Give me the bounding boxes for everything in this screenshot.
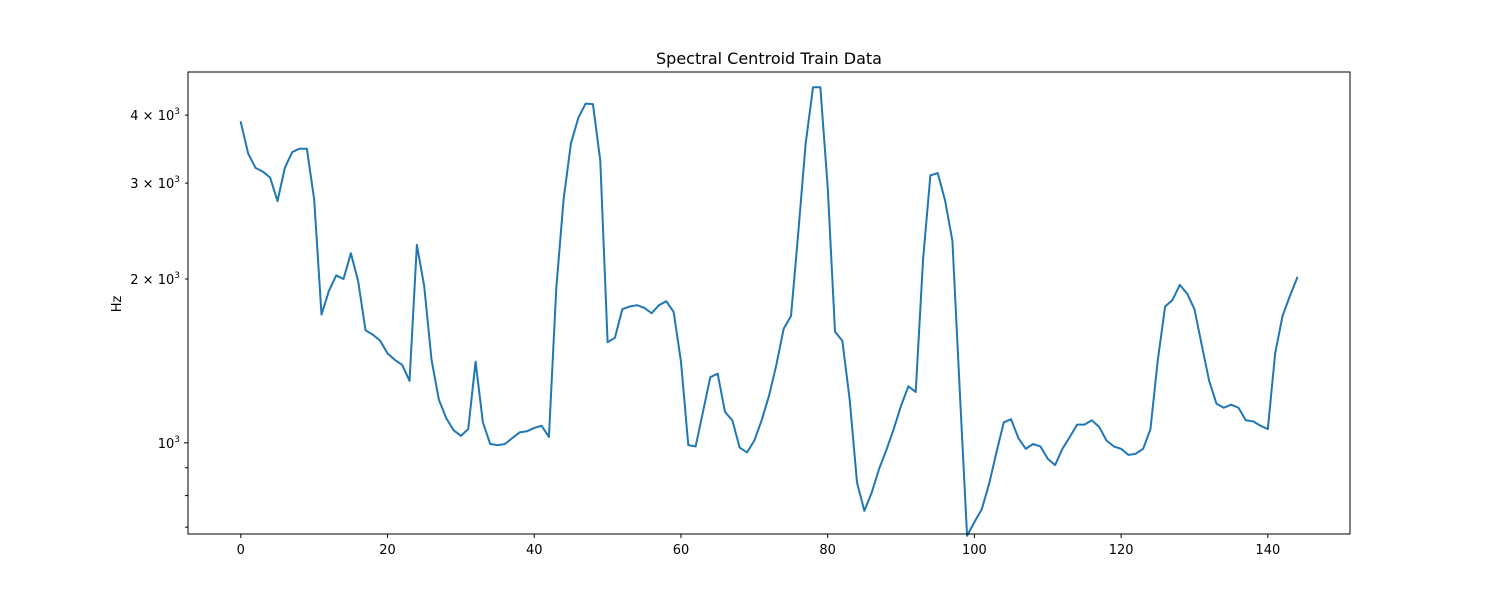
- y-tick-label: 2 × 103: [130, 271, 180, 288]
- plot-frame: [187, 71, 1351, 535]
- y-tick-label: 103: [158, 435, 180, 452]
- y-tick-label: 4 × 103: [130, 107, 180, 124]
- x-tick-label: 0: [237, 543, 245, 558]
- series-line: [239, 86, 1299, 537]
- x-tick-label: 60: [673, 543, 690, 558]
- x-tick-label: 80: [819, 543, 836, 558]
- x-tick-label: 140: [1255, 543, 1280, 558]
- x-tick-label: 20: [379, 543, 396, 558]
- chart-title: Spectral Centroid Train Data: [656, 49, 882, 68]
- y-axis-label: Hz: [110, 296, 125, 313]
- y-tick-label: 3 × 103: [130, 175, 180, 192]
- x-tick-label: 40: [526, 543, 543, 558]
- x-tick-label: 100: [962, 543, 987, 558]
- plot-area: 0 20 40 60 80 100 120 140 103 2 × 103 3 × 103 4 × 1…: [130, 71, 1351, 558]
- x-tick-label: 120: [1109, 543, 1134, 558]
